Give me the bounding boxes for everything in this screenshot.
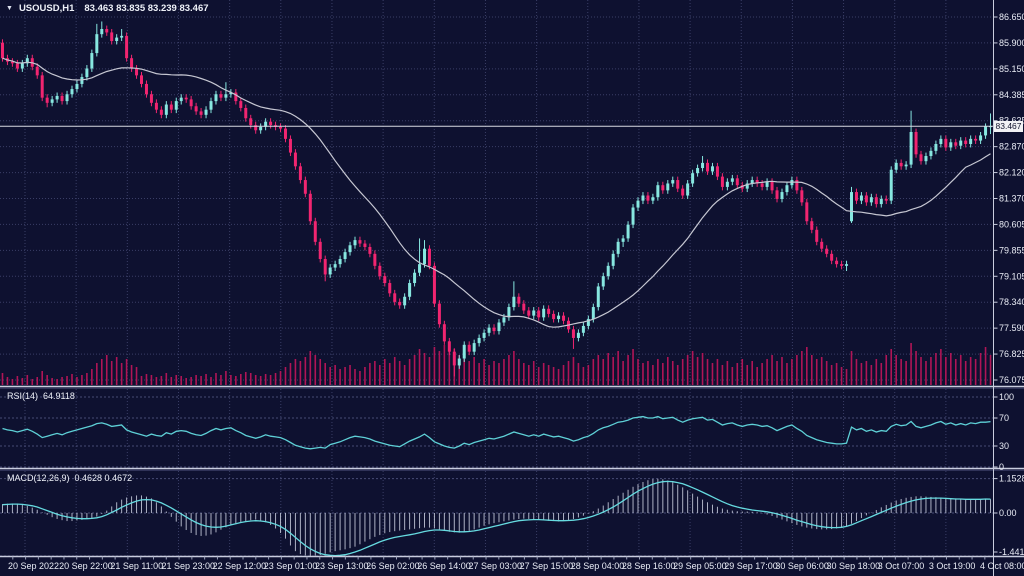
- rsi-indicator-label: RSI(14) 64.9118: [7, 391, 75, 401]
- time-axis-label: 28 Sep 04:00: [571, 561, 625, 571]
- price-axis-label: 79.105: [999, 271, 1024, 281]
- time-axis-label: 28 Sep 16:00: [622, 561, 676, 571]
- price-axis-label: 86.650: [999, 12, 1024, 22]
- macd-panel[interactable]: [0, 478, 993, 557]
- time-axis-label: 30 Sep 18:00: [827, 561, 881, 571]
- price-axis-label: 76.075: [999, 375, 1024, 385]
- time-axis-label: 3 Oct 07:00: [878, 561, 925, 571]
- time-axis-label: 22 Sep 12:00: [213, 561, 267, 571]
- rsi-name: RSI(14): [7, 391, 39, 401]
- symbol-list-collapse-icon[interactable]: ▼: [6, 5, 13, 12]
- price-axis-label: 79.855: [999, 245, 1024, 255]
- macd-axis-label: 1.1528: [999, 474, 1024, 484]
- time-axis-label: 27 Sep 03:00: [468, 561, 522, 571]
- current-price-tag: 83.467: [994, 121, 1023, 132]
- price-axis-label: 85.900: [999, 38, 1024, 48]
- time-axis-label: 3 Oct 19:00: [929, 561, 976, 571]
- price-axis-label: 83.635: [999, 116, 1024, 126]
- moving-average-line: [2, 57, 991, 328]
- macd-name: MACD(12,26,9): [7, 473, 70, 483]
- time-axis-label: 21 Sep 11:00: [110, 561, 163, 571]
- time-axis-label: 26 Sep 14:00: [417, 561, 471, 571]
- time-axis-label: 26 Sep 02:00: [366, 561, 420, 571]
- price-axis-label: 77.590: [999, 323, 1024, 333]
- price-axis-label: 84.385: [999, 90, 1024, 100]
- rsi-value: 64.9118: [43, 391, 75, 401]
- price-axis-label: 82.870: [999, 142, 1024, 152]
- chart-grid: [0, 0, 993, 556]
- macd-axis-label: -1.4411: [999, 547, 1024, 557]
- time-axis-label: 23 Sep 13:00: [315, 561, 369, 571]
- price-axis-label: 82.120: [999, 168, 1024, 178]
- rsi-panel[interactable]: [0, 396, 993, 468]
- time-axis-label: 29 Sep 17:00: [724, 561, 778, 571]
- price-axis-label: 78.340: [999, 297, 1024, 307]
- rsi-axis-label: 70: [999, 413, 1009, 423]
- price-axis-label: 81.370: [999, 193, 1024, 203]
- macd-values: 0.4628 0.4672: [74, 473, 133, 483]
- price-axis-label: 85.150: [999, 64, 1024, 74]
- rsi-axis-label: 0: [999, 462, 1004, 472]
- time-axis-label: 30 Sep 06:00: [775, 561, 829, 571]
- macd-axis-label: 0.00: [999, 508, 1017, 518]
- volume-histogram: [1, 341, 992, 385]
- time-axis-label: 27 Sep 15:00: [520, 561, 574, 571]
- rsi-axis-label: 30: [999, 441, 1009, 451]
- chart-symbol-timeframe: USOUSD,H1: [18, 3, 75, 14]
- chart-title-bar: ▼ USOUSD,H1 83.463 83.835 83.239 83.467: [6, 3, 209, 14]
- price-axis-label: 76.825: [999, 349, 1024, 359]
- time-axis-label: 23 Sep 01:00: [264, 561, 318, 571]
- time-axis-label: 4 Oct 08:00: [980, 561, 1024, 571]
- time-axis-label: 29 Sep 05:00: [673, 561, 727, 571]
- price-axis[interactable]: 86.650 85.900 85.150 84.385 83.635 82.870 82.1…: [993, 12, 1024, 557]
- time-axis-label: 20 Sep 2022: [8, 561, 59, 571]
- rsi-axis-label: 100: [999, 392, 1014, 402]
- macd-indicator-label: MACD(12,26,9) 0.4628 0.4672: [7, 473, 132, 483]
- time-axis-label: 20 Sep 22:00: [59, 561, 113, 571]
- price-axis-label: 80.605: [999, 219, 1024, 229]
- time-axis-label: 21 Sep 23:00: [161, 561, 215, 571]
- candlestick-series[interactable]: [0, 21, 993, 377]
- chart-ohlc-values: 83.463 83.835 83.239 83.467: [84, 3, 209, 14]
